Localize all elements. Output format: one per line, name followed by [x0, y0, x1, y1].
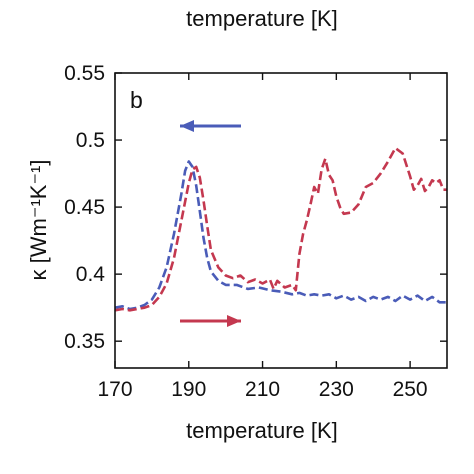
top-axis-title: temperature [K]: [186, 6, 338, 31]
series-layer: [114, 146, 447, 312]
y-axis-title: κ [Wm⁻¹K⁻¹]: [26, 160, 51, 281]
y-tick-label: 0.45: [64, 196, 105, 219]
y-tick-label: 0.35: [64, 330, 105, 353]
panel-label: b: [130, 87, 143, 113]
series-line-1: [114, 160, 447, 311]
x-tick-label: 230: [319, 378, 354, 401]
cooling-direction-arrow: [180, 120, 241, 132]
y-axis-ticks: 0.35 0.4 0.45 0.5 0.55: [64, 62, 447, 353]
x-axis-ticks: 170 190 210 230 250: [97, 73, 428, 401]
series-line-2: [114, 146, 447, 312]
y-tick-label: 0.5: [76, 129, 105, 152]
x-axis-title: temperature [K]: [186, 418, 338, 443]
x-tick-label: 190: [171, 378, 206, 401]
x-tick-label: 170: [97, 378, 132, 401]
y-tick-label: 0.55: [64, 62, 105, 85]
y-tick-label: 0.4: [76, 263, 106, 286]
plot-frame: [114, 72, 448, 369]
arrow-head: [180, 120, 194, 132]
arrow-head: [227, 315, 241, 327]
x-tick-label: 250: [393, 378, 428, 401]
heating-direction-arrow: [180, 315, 241, 327]
x-tick-label: 210: [245, 378, 280, 401]
